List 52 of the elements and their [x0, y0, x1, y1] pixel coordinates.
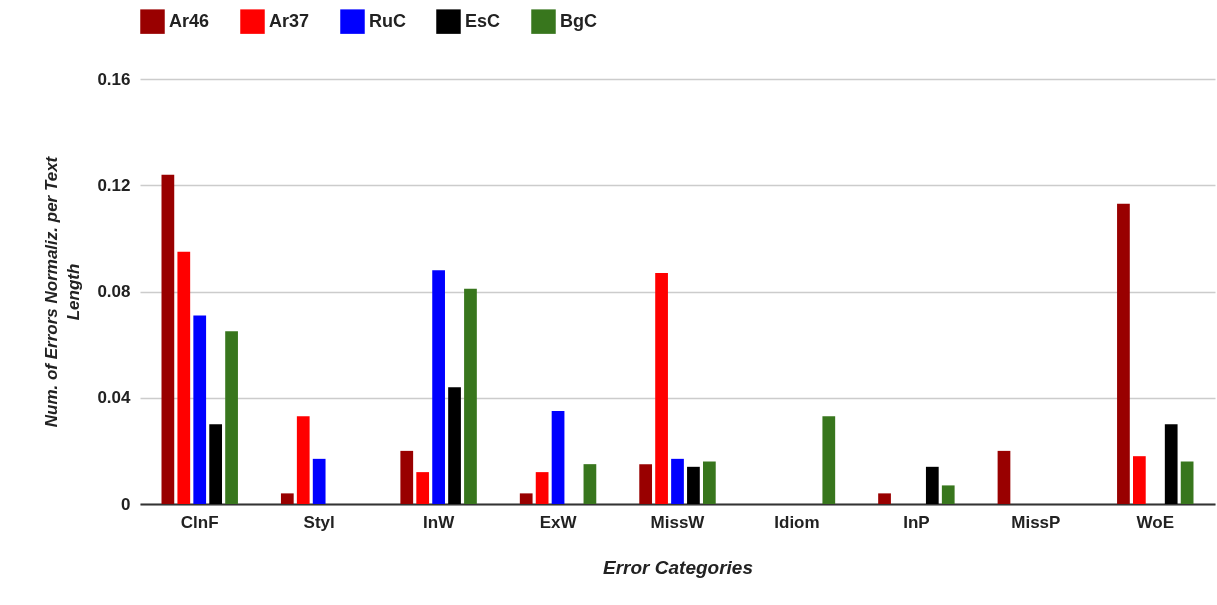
legend-label: Ar37 [269, 10, 310, 31]
bar [1132, 456, 1146, 504]
bar [225, 331, 238, 504]
bar [925, 466, 939, 504]
bar [1164, 424, 1178, 504]
legend-label: EsC [465, 10, 501, 31]
bar [296, 416, 310, 504]
bar [312, 458, 326, 504]
bar [583, 464, 597, 504]
x-tick-label: InW [423, 512, 456, 532]
x-tick-label: Idiom [774, 512, 820, 532]
bar [671, 458, 684, 504]
y-tick-label: 0.12 [97, 175, 131, 195]
legend-label: BgC [560, 10, 597, 31]
bar [1180, 461, 1194, 504]
bar [280, 493, 294, 504]
bar [464, 288, 477, 504]
bar [941, 485, 955, 504]
bar [177, 251, 191, 504]
bar [687, 466, 700, 504]
legend-label: Ar46 [169, 10, 210, 31]
bar [997, 450, 1011, 504]
bar [535, 472, 549, 504]
bar [161, 174, 175, 504]
bar [878, 493, 891, 504]
x-tick-label: InP [903, 512, 930, 532]
y-tick-label: 0.08 [97, 282, 131, 301]
bar [400, 450, 414, 504]
bar [519, 493, 533, 504]
bar [639, 464, 653, 504]
bar [416, 472, 430, 504]
bar [1117, 203, 1130, 504]
x-axis-title: Error Categories [603, 556, 753, 578]
x-tick-label: WoE [1136, 512, 1175, 532]
x-tick-label: ExW [539, 512, 578, 532]
y-tick-label: 0.16 [97, 69, 131, 89]
bar [209, 424, 223, 504]
bar [702, 461, 716, 504]
bar [448, 387, 461, 504]
x-tick-label: Styl [303, 512, 335, 532]
bar [432, 270, 445, 504]
y-axis-title: Num. of Errors Normaliz. per Text Length [42, 155, 84, 428]
bar [655, 272, 668, 504]
bar [822, 416, 836, 504]
y-tick-label: 0.04 [97, 388, 132, 408]
legend-label: RuC [369, 10, 406, 31]
x-tick-label: MissW [650, 512, 706, 532]
x-tick-label: MissP [1011, 512, 1061, 532]
y-tick-label: 0 [121, 494, 131, 514]
bar [551, 411, 565, 504]
bar [193, 315, 207, 504]
x-tick-label: ClnF [180, 512, 219, 532]
